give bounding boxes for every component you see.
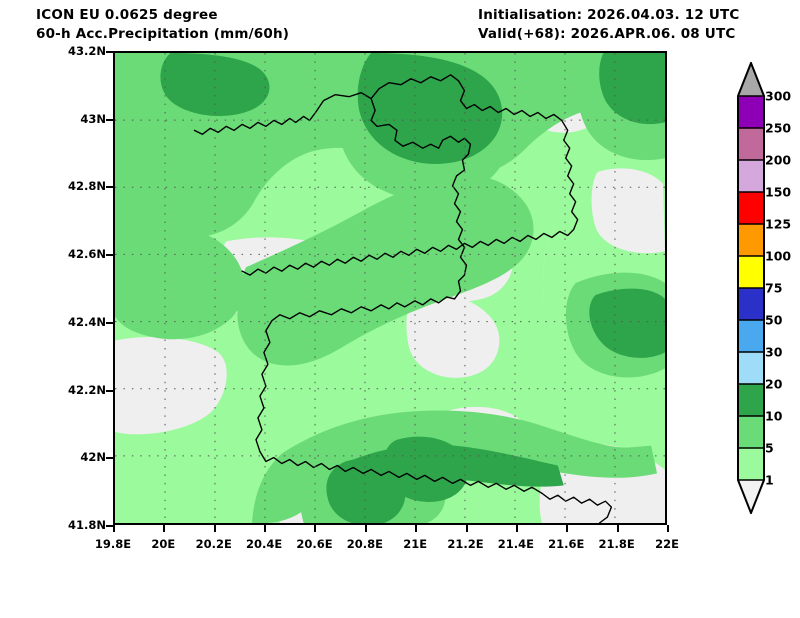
- x-tick-label: 21.4E: [497, 537, 535, 551]
- y-tick-mark: [106, 389, 113, 392]
- x-tick-label: 20E: [151, 537, 176, 551]
- x-tick-label: 19.8E: [94, 537, 132, 551]
- colorbar-tick-label: 30: [765, 344, 783, 360]
- colorbar: 1 5 10 20 30 50 75 100 125 150 200 250 300: [735, 62, 797, 514]
- y-tick-label: 43N: [80, 111, 106, 126]
- x-tick-label: 21.6E: [548, 537, 585, 551]
- y-tick-label: 43.2N: [68, 44, 106, 58]
- colorbar-band: [738, 224, 764, 257]
- valid-time: Valid(+68): 2026.APR.06. 08 UTC: [478, 26, 736, 42]
- header-right-block: Initialisation: 2026.04.03. 12 UTC Valid…: [478, 6, 740, 44]
- x-tick-label: 20.4E: [245, 537, 283, 551]
- colorbar-outline: [737, 62, 765, 514]
- field-title: 60-h Acc.Precipitation (mm/60h): [36, 26, 290, 42]
- x-tick-mark: [314, 525, 317, 532]
- colorbar-band: [738, 416, 764, 449]
- colorbar-band: [738, 128, 764, 161]
- y-tick-label: 41.8N: [68, 518, 106, 532]
- colorbar-band: [738, 192, 764, 225]
- precipitation-map: [113, 51, 667, 525]
- y-tick-label: 42.4N: [68, 314, 106, 329]
- map-canvas: [115, 53, 665, 523]
- national-border: [193, 74, 613, 523]
- y-tick-label: 42.2N: [68, 382, 106, 397]
- y-tick-label: 42N: [80, 450, 106, 465]
- x-tick-mark: [264, 525, 267, 532]
- initialisation-time: Initialisation: 2026.04.03. 12 UTC: [478, 7, 740, 23]
- colorbar-tick-label: 200: [765, 152, 792, 168]
- colorbar-band: [738, 320, 764, 353]
- x-tick-mark: [213, 525, 216, 532]
- colorbar-tick-label: 150: [765, 184, 792, 200]
- x-tick-label: 22E: [655, 537, 679, 551]
- x-tick-mark: [465, 525, 468, 532]
- colorbar-tick-label: 10: [765, 408, 783, 424]
- header-left-block: ICON EU 0.0625 degree 60-h Acc.Precipita…: [36, 6, 289, 44]
- colorbar-band: [738, 96, 764, 129]
- x-tick-mark: [566, 525, 569, 532]
- x-tick-mark: [515, 525, 518, 532]
- colorbar-tick-label: 125: [765, 216, 792, 232]
- x-axis: 19.8E 20E 20.2E 20.4E 20.6E 20.8E 21E 21.2E 21.4…: [95, 529, 679, 557]
- colorbar-tick-label: 20: [765, 376, 783, 392]
- field-band-10-20: [160, 53, 665, 523]
- x-tick-mark: [415, 525, 418, 532]
- colorbar-tick-label: 250: [765, 120, 792, 136]
- y-tick-label: 42.8N: [68, 179, 106, 194]
- y-tick-mark: [106, 457, 113, 460]
- colorbar-tick-label: 100: [765, 248, 792, 264]
- colorbar-tick-label: 5: [765, 440, 774, 456]
- y-axis: 41.8N 42N 42.2N 42.4N 42.6N 42.8N 43N 43.2N: [38, 44, 106, 532]
- x-tick-label: 20.2E: [195, 537, 232, 551]
- x-tick-mark: [616, 525, 619, 532]
- x-tick-label: 21.2E: [447, 537, 484, 551]
- x-tick-mark: [667, 525, 669, 532]
- x-tick-label: 21E: [403, 537, 428, 551]
- y-tick-mark: [106, 321, 113, 324]
- y-tick-mark: [106, 254, 113, 257]
- x-tick-mark: [163, 525, 166, 532]
- colorbar-band: [738, 288, 764, 321]
- x-tick-label: 21.8E: [598, 537, 635, 551]
- colorbar-over-arrow: [738, 63, 764, 96]
- colorbar-under-arrow: [738, 480, 764, 513]
- colorbar-band: [738, 384, 764, 417]
- y-tick-mark: [106, 525, 113, 527]
- y-tick-mark: [106, 118, 113, 121]
- y-tick-label: 42.6N: [68, 247, 106, 262]
- x-tick-label: 20.6E: [296, 537, 333, 551]
- colorbar-band: [738, 448, 764, 481]
- colorbar-canvas: [737, 62, 765, 514]
- colorbar-bands: [738, 63, 764, 513]
- y-tick-mark: [106, 51, 113, 53]
- colorbar-band: [738, 352, 764, 385]
- x-tick-label: 20.8E: [346, 537, 383, 551]
- x-tick-mark: [113, 525, 115, 532]
- colorbar-tick-label: 300: [765, 88, 792, 104]
- colorbar-tick-label: 75: [765, 280, 783, 296]
- colorbar-band: [738, 256, 764, 289]
- colorbar-tick-label: 50: [765, 312, 783, 328]
- y-tick-mark: [106, 186, 113, 189]
- colorbar-tick-label: 1: [765, 472, 774, 488]
- colorbar-band: [738, 160, 764, 193]
- x-tick-mark: [364, 525, 367, 532]
- model-title: ICON EU 0.0625 degree: [36, 7, 218, 23]
